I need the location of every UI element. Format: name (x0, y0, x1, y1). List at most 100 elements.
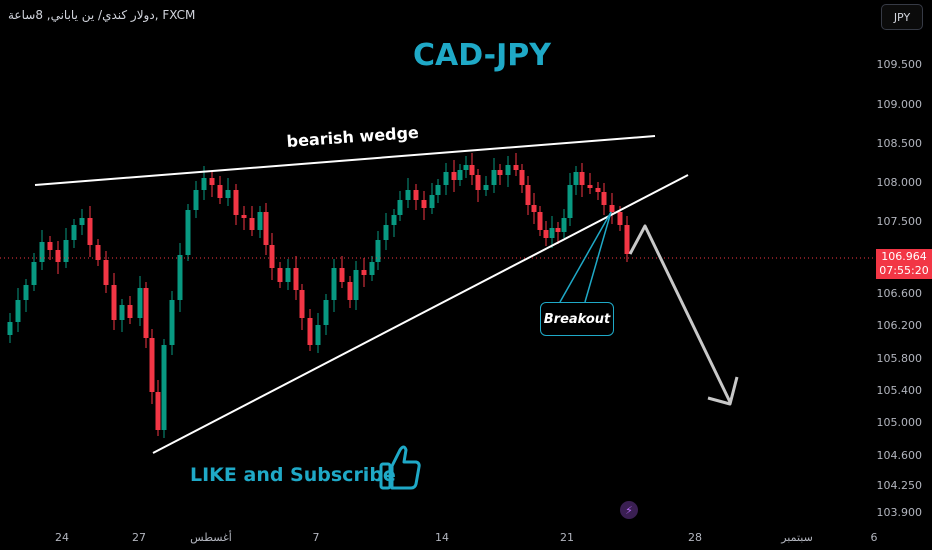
price-axis-label: 106.600 (876, 287, 923, 300)
candle-body (391, 215, 397, 225)
candle-body (617, 212, 623, 225)
candle-body (579, 172, 585, 185)
lightning-icon[interactable]: ⚡ (620, 501, 638, 519)
candle-body (149, 338, 155, 392)
candle-body (595, 188, 601, 192)
candle-body (269, 245, 275, 268)
candle-body (469, 165, 475, 175)
candle-body (531, 205, 537, 212)
candle-body (201, 178, 207, 190)
wedge-lower-line (152, 174, 689, 454)
projection-arrow-head (707, 376, 739, 406)
candle-body (331, 268, 337, 300)
candle-body (543, 230, 549, 238)
candle-body (497, 170, 503, 175)
candle-body (47, 242, 53, 250)
candle-body (23, 285, 29, 300)
projection-arrow (628, 224, 732, 403)
candle-body (491, 170, 497, 185)
candle-body (549, 228, 555, 238)
symbol-info: دولار كندي/ ين ياباني, 8ساعة, FXCM (8, 8, 196, 22)
candle-body (95, 245, 101, 260)
candle-body (537, 212, 543, 230)
candle-body (15, 300, 21, 322)
candle-body (233, 190, 239, 215)
candle-body (217, 185, 223, 198)
candle-body (55, 250, 61, 262)
time-axis-label: 21 (560, 531, 574, 544)
candle-body (79, 218, 85, 225)
breakout-pointer (584, 211, 612, 303)
time-axis-label: 28 (688, 531, 702, 544)
candle-body (263, 212, 269, 245)
time-axis-label: سبتمبر (781, 531, 813, 544)
price-axis-label: 108.500 (876, 137, 923, 150)
candle-body (209, 178, 215, 185)
price-axis-label: 104.600 (876, 449, 923, 462)
cta-text: LIKE and Subscribe (190, 464, 396, 486)
candle-body (375, 240, 381, 262)
breakout-callout: Breakout (540, 302, 614, 336)
candle-body (429, 195, 435, 208)
candle-body (193, 190, 199, 210)
candle-body (347, 282, 353, 300)
candle-body (369, 262, 375, 275)
time-axis-label: 27 (132, 531, 146, 544)
candle-body (31, 262, 37, 285)
candle-body (119, 305, 125, 320)
time-axis-label: أغسطس (190, 531, 232, 544)
candle-body (249, 218, 255, 230)
candle-body (103, 260, 109, 285)
candle-body (63, 240, 69, 262)
candle-body (505, 165, 511, 175)
candle-body (555, 228, 561, 232)
candle-body (169, 300, 175, 345)
candle-body (525, 185, 531, 205)
price-axis-label: 106.200 (876, 319, 923, 332)
candle-body (463, 165, 469, 170)
breakout-label: Breakout (543, 311, 611, 327)
wedge-upper-line (34, 135, 656, 186)
candle-body (143, 288, 149, 338)
breakout-pointer (559, 211, 612, 303)
candles (7, 153, 630, 438)
candle-body (111, 285, 117, 320)
candle-body (361, 270, 367, 275)
candle-body (293, 268, 299, 290)
candle-body (257, 212, 263, 230)
price-axis-label: 103.900 (876, 506, 923, 519)
candle-body (307, 318, 313, 345)
candle-body (567, 185, 573, 218)
current-price: 106.964 (881, 250, 927, 263)
candle-body (457, 170, 463, 180)
candle-body (161, 345, 167, 430)
time-axis-label: 7 (312, 531, 320, 544)
current-price-tag: 106.964 07:55:20 (876, 249, 932, 279)
candle-body (7, 322, 13, 335)
candle-body (413, 190, 419, 200)
price-axis-label: 107.500 (876, 215, 923, 228)
candle-body (609, 205, 615, 212)
candle-body (383, 225, 389, 240)
candle-body (475, 175, 481, 190)
price-axis-label: 105.000 (876, 416, 923, 429)
candle-body (483, 185, 489, 190)
candle-body (587, 185, 593, 188)
candle-body (285, 268, 291, 282)
candle-body (443, 172, 449, 185)
price-axis-label: 104.250 (876, 479, 923, 492)
time-axis-label: 24 (55, 531, 69, 544)
time-axis-label: 14 (435, 531, 449, 544)
candle-body (137, 288, 143, 318)
candle-body (127, 305, 133, 318)
candle-body (561, 218, 567, 232)
candle-body (177, 255, 183, 300)
currency-button[interactable]: JPY (881, 4, 923, 30)
countdown: 07:55:20 (879, 264, 929, 277)
candle-body (601, 192, 607, 205)
chart-title: CAD-JPY (412, 38, 552, 73)
price-axis-label: 105.800 (876, 352, 923, 365)
price-axis-label: 108.000 (876, 176, 923, 189)
candle-body (185, 210, 191, 255)
